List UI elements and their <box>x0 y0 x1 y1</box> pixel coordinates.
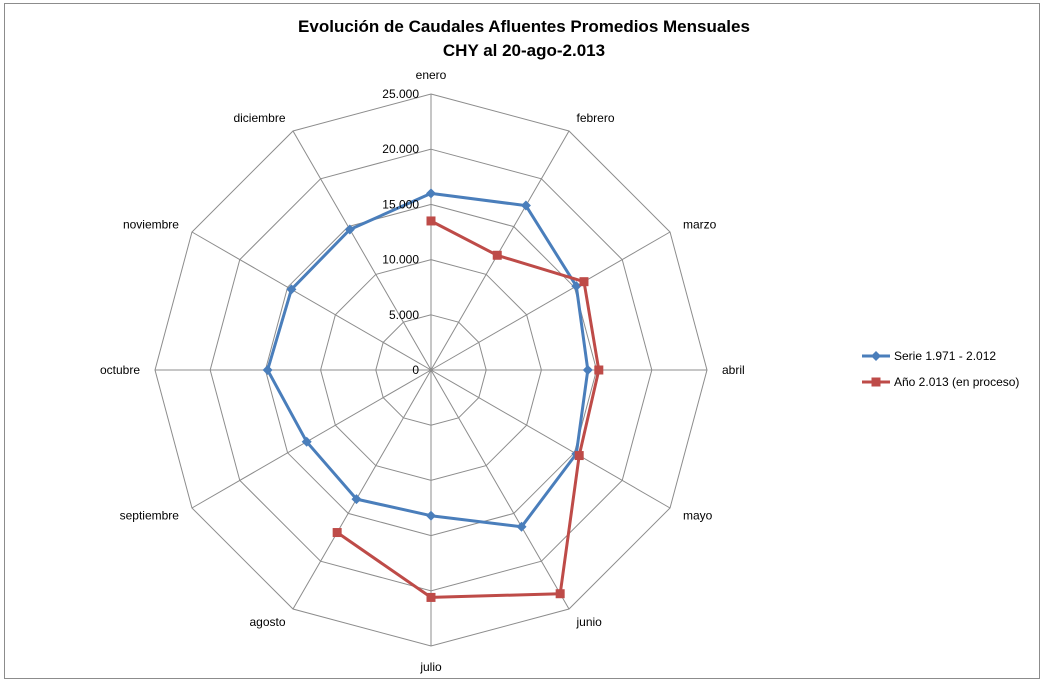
grid-spoke <box>430 369 570 610</box>
data-point <box>426 188 436 199</box>
category-label: enero <box>416 68 447 82</box>
data-point <box>426 216 436 226</box>
data-point <box>301 436 312 447</box>
category-label: septiembre <box>120 509 180 523</box>
data-point <box>344 224 355 235</box>
legend-label: Año 2.013 (en proceso) <box>894 375 1019 389</box>
category-label: octubre <box>100 363 140 377</box>
series-line <box>336 219 601 599</box>
series-layer <box>262 188 604 602</box>
category-label: diciembre <box>233 111 285 125</box>
chart-area: Evolución de Caudales Afluentes Promedio… <box>4 3 1040 679</box>
tick-label: 10.000 <box>382 253 419 267</box>
series-line <box>266 191 590 529</box>
category-label: noviembre <box>123 218 179 232</box>
tick-label: 25.000 <box>382 87 419 101</box>
data-point <box>351 494 362 505</box>
data-point <box>594 365 604 375</box>
data-point <box>579 277 589 287</box>
grid-spoke <box>430 369 671 509</box>
grid-spoke <box>430 231 671 371</box>
data-point <box>332 528 342 538</box>
data-point <box>286 284 297 295</box>
data-point <box>516 521 527 532</box>
legend-label: Serie 1.971 - 2.012 <box>894 349 996 363</box>
grid-spoke <box>191 369 432 509</box>
tick-label: 15.000 <box>382 197 419 211</box>
category-label: mayo <box>683 509 713 523</box>
category-label: julio <box>419 660 442 674</box>
grid-spoke <box>292 130 432 371</box>
chart-subtitle: CHY al 20-ago-2.013 <box>443 41 605 60</box>
data-point <box>520 200 531 211</box>
category-label: junio <box>576 615 603 629</box>
data-point <box>571 281 582 292</box>
legend-marker <box>871 351 881 361</box>
data-point <box>582 365 593 375</box>
legend: Serie 1.971 - 2.012 Año 2.013 (en proceso… <box>862 349 1019 389</box>
category-label: abril <box>722 363 745 377</box>
data-point <box>492 250 502 260</box>
radar-grid <box>154 93 708 647</box>
grid-spoke <box>191 231 432 371</box>
data-point <box>426 592 436 602</box>
category-label: agosto <box>249 615 285 629</box>
tick-label: 5.000 <box>389 308 419 322</box>
grid-spoke <box>430 130 570 371</box>
data-point <box>574 451 584 461</box>
tick-label: 0 <box>412 363 419 377</box>
chart-title: Evolución de Caudales Afluentes Promedio… <box>298 17 750 36</box>
tick-label: 20.000 <box>382 142 419 156</box>
label-layer: 0 5.000 10.000 15.000 20.000 25.000 enero febre… <box>100 68 745 674</box>
data-point <box>555 589 565 599</box>
data-point <box>262 365 273 375</box>
grid-spoke <box>292 369 432 610</box>
data-point <box>426 510 436 521</box>
radar-chart: Evolución de Caudales Afluentes Promedio… <box>100 17 1019 674</box>
category-label: marzo <box>683 218 717 232</box>
legend-marker <box>871 377 881 387</box>
category-label: febrero <box>577 111 615 125</box>
